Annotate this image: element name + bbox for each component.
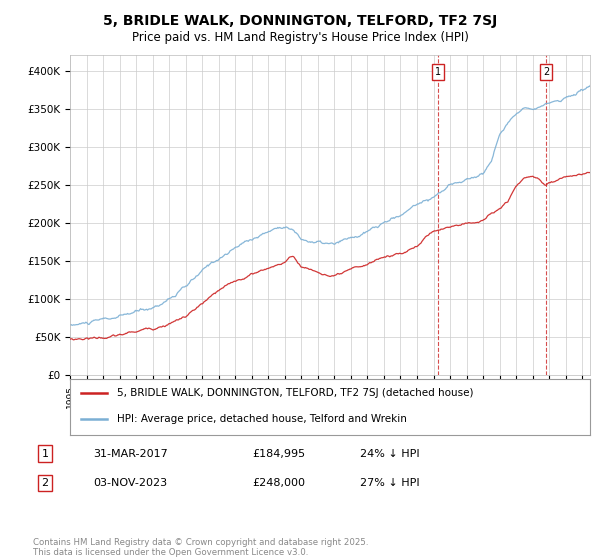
Text: HPI: Average price, detached house, Telford and Wrekin: HPI: Average price, detached house, Telf… [117,414,407,424]
Text: 2: 2 [543,67,550,77]
Text: Price paid vs. HM Land Registry's House Price Index (HPI): Price paid vs. HM Land Registry's House … [131,31,469,44]
Text: £184,995: £184,995 [252,449,305,459]
Text: 2: 2 [41,478,49,488]
Text: 03-NOV-2023: 03-NOV-2023 [93,478,167,488]
Text: 31-MAR-2017: 31-MAR-2017 [93,449,168,459]
Text: 5, BRIDLE WALK, DONNINGTON, TELFORD, TF2 7SJ: 5, BRIDLE WALK, DONNINGTON, TELFORD, TF2… [103,14,497,28]
Text: 1: 1 [41,449,49,459]
Text: Contains HM Land Registry data © Crown copyright and database right 2025.
This d: Contains HM Land Registry data © Crown c… [33,538,368,557]
Text: 27% ↓ HPI: 27% ↓ HPI [360,478,419,488]
Text: 1: 1 [434,67,441,77]
Text: 5, BRIDLE WALK, DONNINGTON, TELFORD, TF2 7SJ (detached house): 5, BRIDLE WALK, DONNINGTON, TELFORD, TF2… [117,388,473,398]
Text: 24% ↓ HPI: 24% ↓ HPI [360,449,419,459]
Text: £248,000: £248,000 [252,478,305,488]
